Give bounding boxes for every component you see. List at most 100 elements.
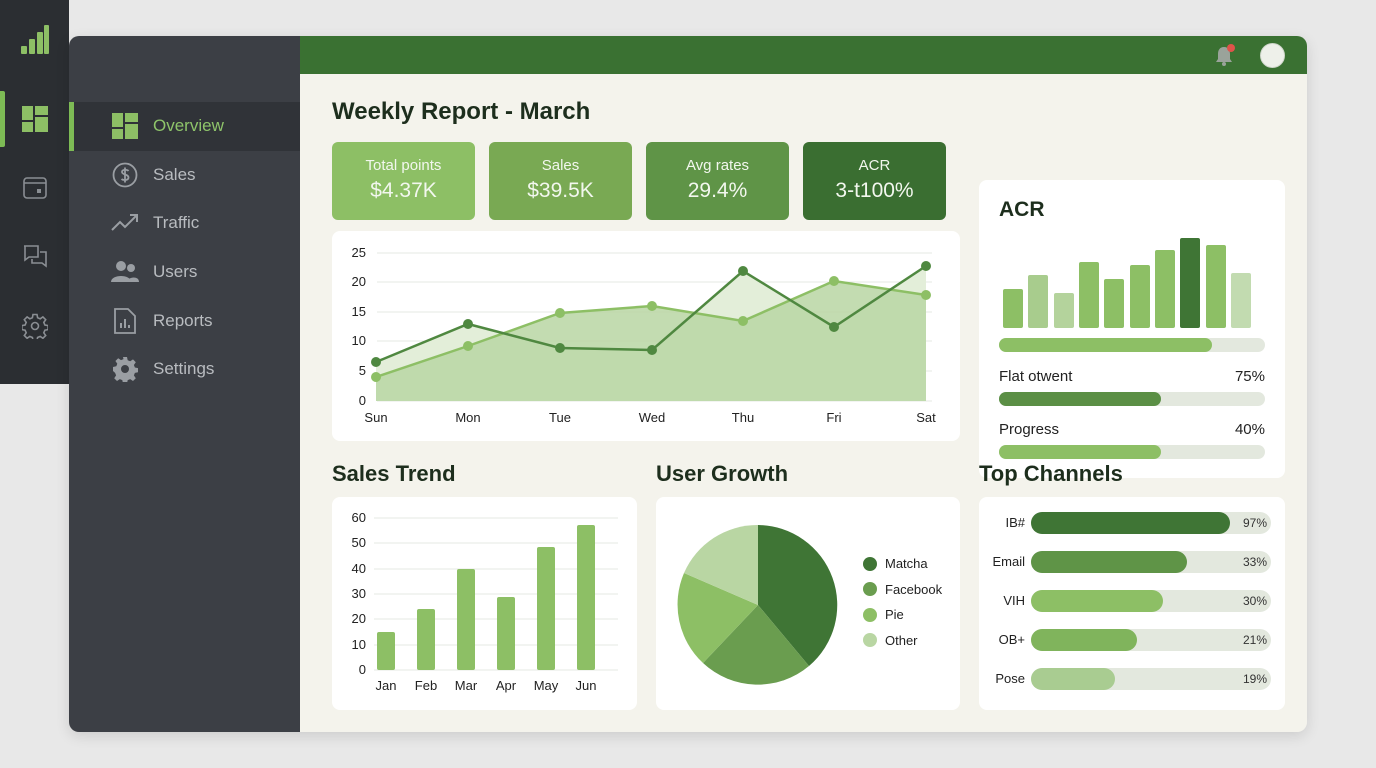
weekly-area-chart: 25 20 15 10 5 0 <box>352 245 937 425</box>
top-channels-card: IB# 97% Email 33% VIH 30% <box>979 497 1285 710</box>
svg-text:5: 5 <box>359 363 366 378</box>
svg-text:Fri: Fri <box>826 410 841 425</box>
channel-label: Pose <box>995 671 1025 686</box>
sidebar-item-sales[interactable]: Sales <box>69 151 300 200</box>
avatar[interactable] <box>1260 43 1285 68</box>
kpi-total-points[interactable]: Total points $4.37K <box>332 142 475 220</box>
progress-value: 75% <box>1234 368 1265 385</box>
channel-row: OB+ 21% <box>979 629 1285 651</box>
channel-row: Pose 19% <box>979 668 1285 690</box>
trend-icon <box>111 209 139 237</box>
sidebar-nav: Overview Sales <box>69 102 300 394</box>
svg-text:10: 10 <box>352 333 366 348</box>
sales-trend-card: 60 50 40 30 20 10 0 Jan <box>332 497 637 710</box>
kpi-value: 3-t100% <box>835 179 914 202</box>
main-content: Weekly Report - March Total points $4.37… <box>300 74 1307 732</box>
sidebar-item-label: Overview <box>153 116 224 136</box>
acr-card: ACR Flat otwent 75% Progress <box>979 180 1285 478</box>
kpi-value: $39.5K <box>527 179 594 202</box>
top-channels-title: Top Channels <box>979 461 1123 486</box>
sidebar-item-label: Sales <box>153 164 196 184</box>
acr-title: ACR <box>999 198 1045 221</box>
channel-value: 21% <box>1242 633 1267 647</box>
sidebar-item-users[interactable]: Users <box>69 248 300 297</box>
channel-bar[interactable] <box>1031 668 1271 690</box>
rail-item-dashboard[interactable] <box>0 91 69 147</box>
dashboard-icon <box>111 112 139 140</box>
top-bar <box>300 36 1307 74</box>
channel-label: OB+ <box>998 632 1025 647</box>
svg-text:25: 25 <box>352 245 366 260</box>
channel-row: VIH 30% <box>979 590 1285 612</box>
dashboard-icon <box>21 106 48 132</box>
kpi-value: 29.4% <box>687 179 748 202</box>
sidebar-item-reports[interactable]: Reports <box>69 296 300 345</box>
gear-icon <box>21 313 48 339</box>
svg-text:60: 60 <box>352 510 366 525</box>
page-title: Weekly Report - March <box>332 98 591 125</box>
user-growth-pie-chart <box>677 524 838 685</box>
pie-legend: Matcha Facebook Pie Other <box>863 551 942 653</box>
sidebar-item-settings[interactable]: Settings <box>69 345 300 394</box>
channel-bar[interactable] <box>1031 551 1271 573</box>
svg-text:10: 10 <box>352 637 366 652</box>
flat-otwent-progress-bar <box>999 392 1265 406</box>
legend-item-facebook: Facebook <box>863 577 942 603</box>
channel-bar[interactable] <box>1031 590 1271 612</box>
svg-text:Wed: Wed <box>639 410 666 425</box>
svg-text:Jun: Jun <box>576 678 597 693</box>
legend-item-matcha: Matcha <box>863 551 942 577</box>
channel-bar[interactable] <box>1031 629 1271 651</box>
weekly-line-chart-card: 25 20 15 10 5 0 <box>332 231 960 441</box>
svg-text:30: 30 <box>352 586 366 601</box>
svg-text:0: 0 <box>359 393 366 408</box>
svg-text:May: May <box>534 678 559 693</box>
notification-badge <box>1227 44 1235 52</box>
channel-label: Email <box>992 554 1025 569</box>
chat-icon <box>23 245 47 268</box>
kpi-label: Total points <box>365 157 442 174</box>
channel-label: IB# <box>1005 515 1025 530</box>
svg-text:Mon: Mon <box>455 410 480 425</box>
sales-trend-title: Sales Trend <box>332 461 456 486</box>
acr-progress-bar <box>999 338 1265 352</box>
channel-value: 19% <box>1242 672 1267 686</box>
rail-item-messages[interactable] <box>0 229 69 285</box>
progress-progress-bar <box>999 445 1265 459</box>
sidebar-item-traffic[interactable]: Traffic <box>69 199 300 248</box>
kpi-acr[interactable]: ACR 3-t100% <box>803 142 946 220</box>
sidebar-item-overview[interactable]: Overview <box>69 102 300 151</box>
browser-window-icon <box>22 177 47 199</box>
legend-item-pie: Pie <box>863 602 942 628</box>
svg-text:Thu: Thu <box>732 410 754 425</box>
progress-label: Flat otwent <box>999 368 1073 385</box>
rail-item-browser[interactable] <box>0 160 69 216</box>
dollar-icon <box>111 161 139 189</box>
legend-item-other: Other <box>863 628 942 654</box>
sales-trend-bar-chart: 60 50 40 30 20 10 0 Jan <box>352 510 618 693</box>
svg-text:Feb: Feb <box>415 678 437 693</box>
kpi-avg-rates[interactable]: Avg rates 29.4% <box>646 142 789 220</box>
svg-text:Sat: Sat <box>916 410 936 425</box>
progress-label: Progress <box>999 421 1060 438</box>
channel-label: VIH <box>1003 593 1025 608</box>
channel-row: Email 33% <box>979 551 1285 573</box>
rail-item-settings[interactable] <box>0 298 69 354</box>
svg-text:20: 20 <box>352 274 366 289</box>
kpi-value: $4.37K <box>370 179 437 202</box>
svg-text:Apr: Apr <box>496 678 517 693</box>
icon-rail <box>0 0 69 384</box>
report-icon <box>111 307 139 335</box>
sidebar-item-label: Settings <box>153 359 215 379</box>
channel-value: 33% <box>1242 555 1267 569</box>
svg-text:40: 40 <box>352 561 366 576</box>
kpi-sales[interactable]: Sales $39.5K <box>489 142 632 220</box>
kpi-label: Sales <box>541 157 580 174</box>
channel-bar[interactable] <box>1031 512 1271 534</box>
channel-value: 30% <box>1242 594 1267 608</box>
users-icon <box>111 258 139 286</box>
svg-text:Tue: Tue <box>549 410 571 425</box>
svg-text:50: 50 <box>352 535 366 550</box>
kpi-label: Avg rates <box>685 157 750 174</box>
svg-text:15: 15 <box>352 304 366 319</box>
